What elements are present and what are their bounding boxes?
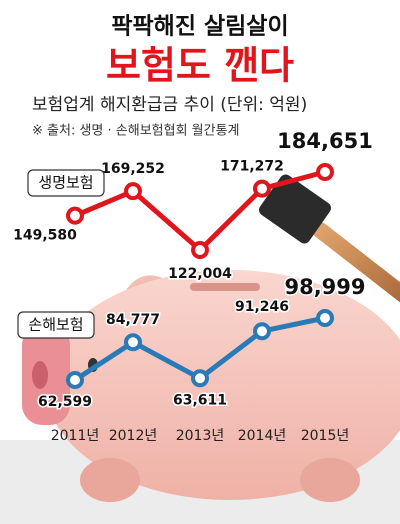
source-note: ※ 출처: 생명 · 손해보험협회 월간통계 — [32, 124, 240, 139]
x-tick-label: 2014년 — [238, 428, 287, 444]
value-label: 63,611 — [173, 392, 227, 408]
piggy-bank — [22, 270, 400, 502]
data-point — [66, 371, 84, 389]
legend-label: 생명보험 — [38, 174, 93, 192]
data-point — [316, 163, 334, 181]
data-point — [253, 179, 271, 198]
chart-description: 보험업계 해지환급금 추이 (단위: 억원) — [32, 95, 307, 115]
chart-title: 팍팍해진 살림살이 — [111, 14, 288, 40]
value-label: 91,246 — [235, 299, 289, 315]
data-point — [66, 206, 84, 225]
series-tag — [17, 311, 95, 339]
value-label: 62,599 — [38, 394, 92, 410]
x-tick-label: 2015년 — [301, 428, 350, 444]
x-tick-label: 2013년 — [176, 428, 225, 444]
value-label: 171,272 — [220, 159, 284, 175]
series-tag — [27, 169, 105, 197]
data-point — [191, 241, 209, 259]
chart-subtitle: 보험도 깬다 — [106, 44, 294, 88]
value-label: 149,580 — [13, 228, 77, 244]
value-label: 184,651 — [277, 129, 373, 153]
value-label: 84,777 — [106, 312, 160, 328]
x-tick-label: 2011년 — [51, 428, 100, 444]
hammer — [259, 174, 400, 303]
value-label: 98,999 — [284, 275, 365, 299]
data-point — [253, 322, 271, 341]
legend-label: 손해보험 — [28, 316, 83, 334]
x-tick-label: 2012년 — [109, 428, 158, 444]
data-point — [124, 182, 142, 201]
data-point — [191, 369, 209, 388]
data-point — [316, 309, 334, 327]
value-label: 169,252 — [101, 161, 165, 177]
value-label: 122,004 — [168, 266, 232, 282]
data-point — [124, 333, 142, 352]
